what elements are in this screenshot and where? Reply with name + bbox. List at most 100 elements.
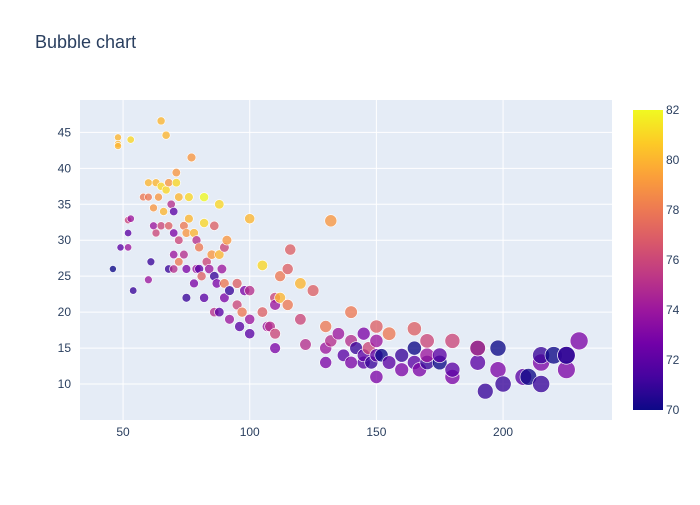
bubble-point[interactable] — [281, 299, 294, 311]
bubble-point[interactable] — [444, 361, 461, 378]
bubble-point[interactable] — [256, 259, 268, 271]
bubble-point[interactable] — [274, 292, 286, 304]
bubble-point[interactable] — [432, 347, 448, 363]
bubble-point[interactable] — [221, 235, 233, 246]
bubble-point[interactable] — [174, 235, 184, 245]
bubble-point[interactable] — [164, 178, 174, 188]
bubble-point[interactable] — [224, 314, 235, 325]
bubble-point[interactable] — [294, 277, 307, 290]
bubble-point[interactable] — [196, 271, 207, 282]
bubble-point[interactable] — [109, 265, 117, 273]
bubble-point[interactable] — [214, 307, 225, 318]
bubble-point[interactable] — [294, 313, 307, 326]
bubble-point[interactable] — [209, 220, 220, 231]
bubble-point[interactable] — [489, 339, 507, 357]
bubble-point[interactable] — [234, 321, 245, 332]
bubble-point[interactable] — [256, 306, 268, 318]
bubble-point[interactable] — [494, 375, 512, 393]
bubble-point[interactable] — [274, 270, 286, 282]
bubble-point[interactable] — [244, 313, 256, 325]
bubble-point[interactable] — [244, 213, 256, 225]
bubble-point[interactable] — [231, 299, 243, 311]
bubble-point[interactable] — [382, 355, 397, 370]
bubble-point[interactable] — [194, 242, 204, 253]
bubble-point[interactable] — [214, 249, 225, 260]
bubble-point[interactable] — [144, 192, 153, 202]
bubble-point[interactable] — [469, 340, 486, 357]
bubble-point[interactable] — [356, 326, 371, 341]
bubble-point[interactable] — [169, 250, 179, 260]
bubble-point[interactable] — [269, 327, 281, 340]
bubble-point[interactable] — [124, 229, 133, 237]
bubble-point[interactable] — [204, 264, 215, 274]
bubble-point[interactable] — [171, 168, 181, 178]
bubble-point[interactable] — [156, 116, 166, 126]
bubble-point[interactable] — [407, 340, 422, 356]
bubble-point[interactable] — [369, 319, 384, 334]
bubble-point[interactable] — [199, 292, 209, 303]
bubble-point[interactable] — [144, 275, 153, 285]
bubble-point[interactable] — [169, 228, 179, 238]
bubble-point[interactable] — [369, 369, 384, 384]
bubble-point[interactable] — [299, 338, 312, 351]
bubble-point[interactable] — [164, 221, 174, 231]
bubble-point[interactable] — [569, 331, 589, 351]
bubble-point[interactable] — [419, 333, 435, 349]
bubble-point[interactable] — [532, 375, 550, 393]
bubble-point[interactable] — [159, 207, 168, 216]
bubble-point[interactable] — [184, 214, 194, 224]
bubble-point[interactable] — [344, 305, 358, 319]
bubble-point[interactable] — [319, 356, 333, 369]
bubble-point[interactable] — [236, 306, 248, 318]
bubble-point[interactable] — [477, 383, 494, 400]
bubble-point[interactable] — [219, 292, 230, 303]
bubble-point[interactable] — [149, 221, 158, 231]
bubble-point[interactable] — [124, 243, 133, 252]
bubble-point[interactable] — [171, 178, 181, 188]
bubble-point[interactable] — [186, 152, 197, 163]
bubble-point[interactable] — [189, 278, 199, 289]
bubble-point[interactable] — [169, 264, 179, 274]
bubble-point[interactable] — [114, 133, 122, 142]
bubble-point[interactable] — [199, 192, 209, 202]
bubble-points[interactable] — [109, 116, 589, 400]
bubble-point[interactable] — [244, 285, 256, 297]
bubble-point[interactable] — [116, 243, 125, 252]
bubble-point[interactable] — [407, 321, 422, 337]
bubble-point[interactable] — [244, 328, 256, 340]
bubble-point[interactable] — [331, 327, 345, 341]
bubble-point[interactable] — [126, 214, 135, 223]
bubble-point[interactable] — [344, 355, 358, 370]
bubble-point[interactable] — [179, 249, 189, 260]
bubble-point[interactable] — [219, 278, 230, 289]
bubble-point[interactable] — [284, 243, 297, 256]
bubble-point[interactable] — [469, 354, 486, 371]
bubble-point[interactable] — [489, 361, 507, 379]
bubble-point[interactable] — [149, 203, 158, 213]
bubble-point[interactable] — [144, 178, 153, 187]
bubble-point[interactable] — [156, 221, 166, 231]
bubble-point[interactable] — [126, 135, 135, 144]
bubble-point[interactable] — [161, 130, 171, 140]
bubble-point[interactable] — [319, 320, 333, 333]
bubble-point[interactable] — [306, 284, 320, 297]
bubble-point[interactable] — [146, 257, 156, 267]
bubble-point[interactable] — [181, 293, 192, 303]
bubble-point[interactable] — [169, 206, 179, 217]
bubble-point[interactable] — [216, 263, 227, 275]
bubble-point[interactable] — [324, 214, 338, 228]
bubble-point[interactable] — [394, 362, 409, 377]
bubble-point[interactable] — [394, 348, 409, 363]
bubble-point[interactable] — [281, 263, 294, 275]
bubble-point[interactable] — [269, 342, 281, 354]
bubble-point[interactable] — [231, 278, 243, 289]
bubble-point[interactable] — [224, 285, 235, 296]
bubble-point[interactable] — [181, 264, 192, 274]
bubble-point[interactable] — [174, 192, 184, 202]
bubble-point[interactable] — [174, 257, 184, 267]
bubble-point[interactable] — [382, 326, 397, 341]
bubble-point[interactable] — [199, 218, 209, 228]
bubble-point[interactable] — [444, 333, 461, 349]
bubble-point[interactable] — [114, 142, 122, 150]
